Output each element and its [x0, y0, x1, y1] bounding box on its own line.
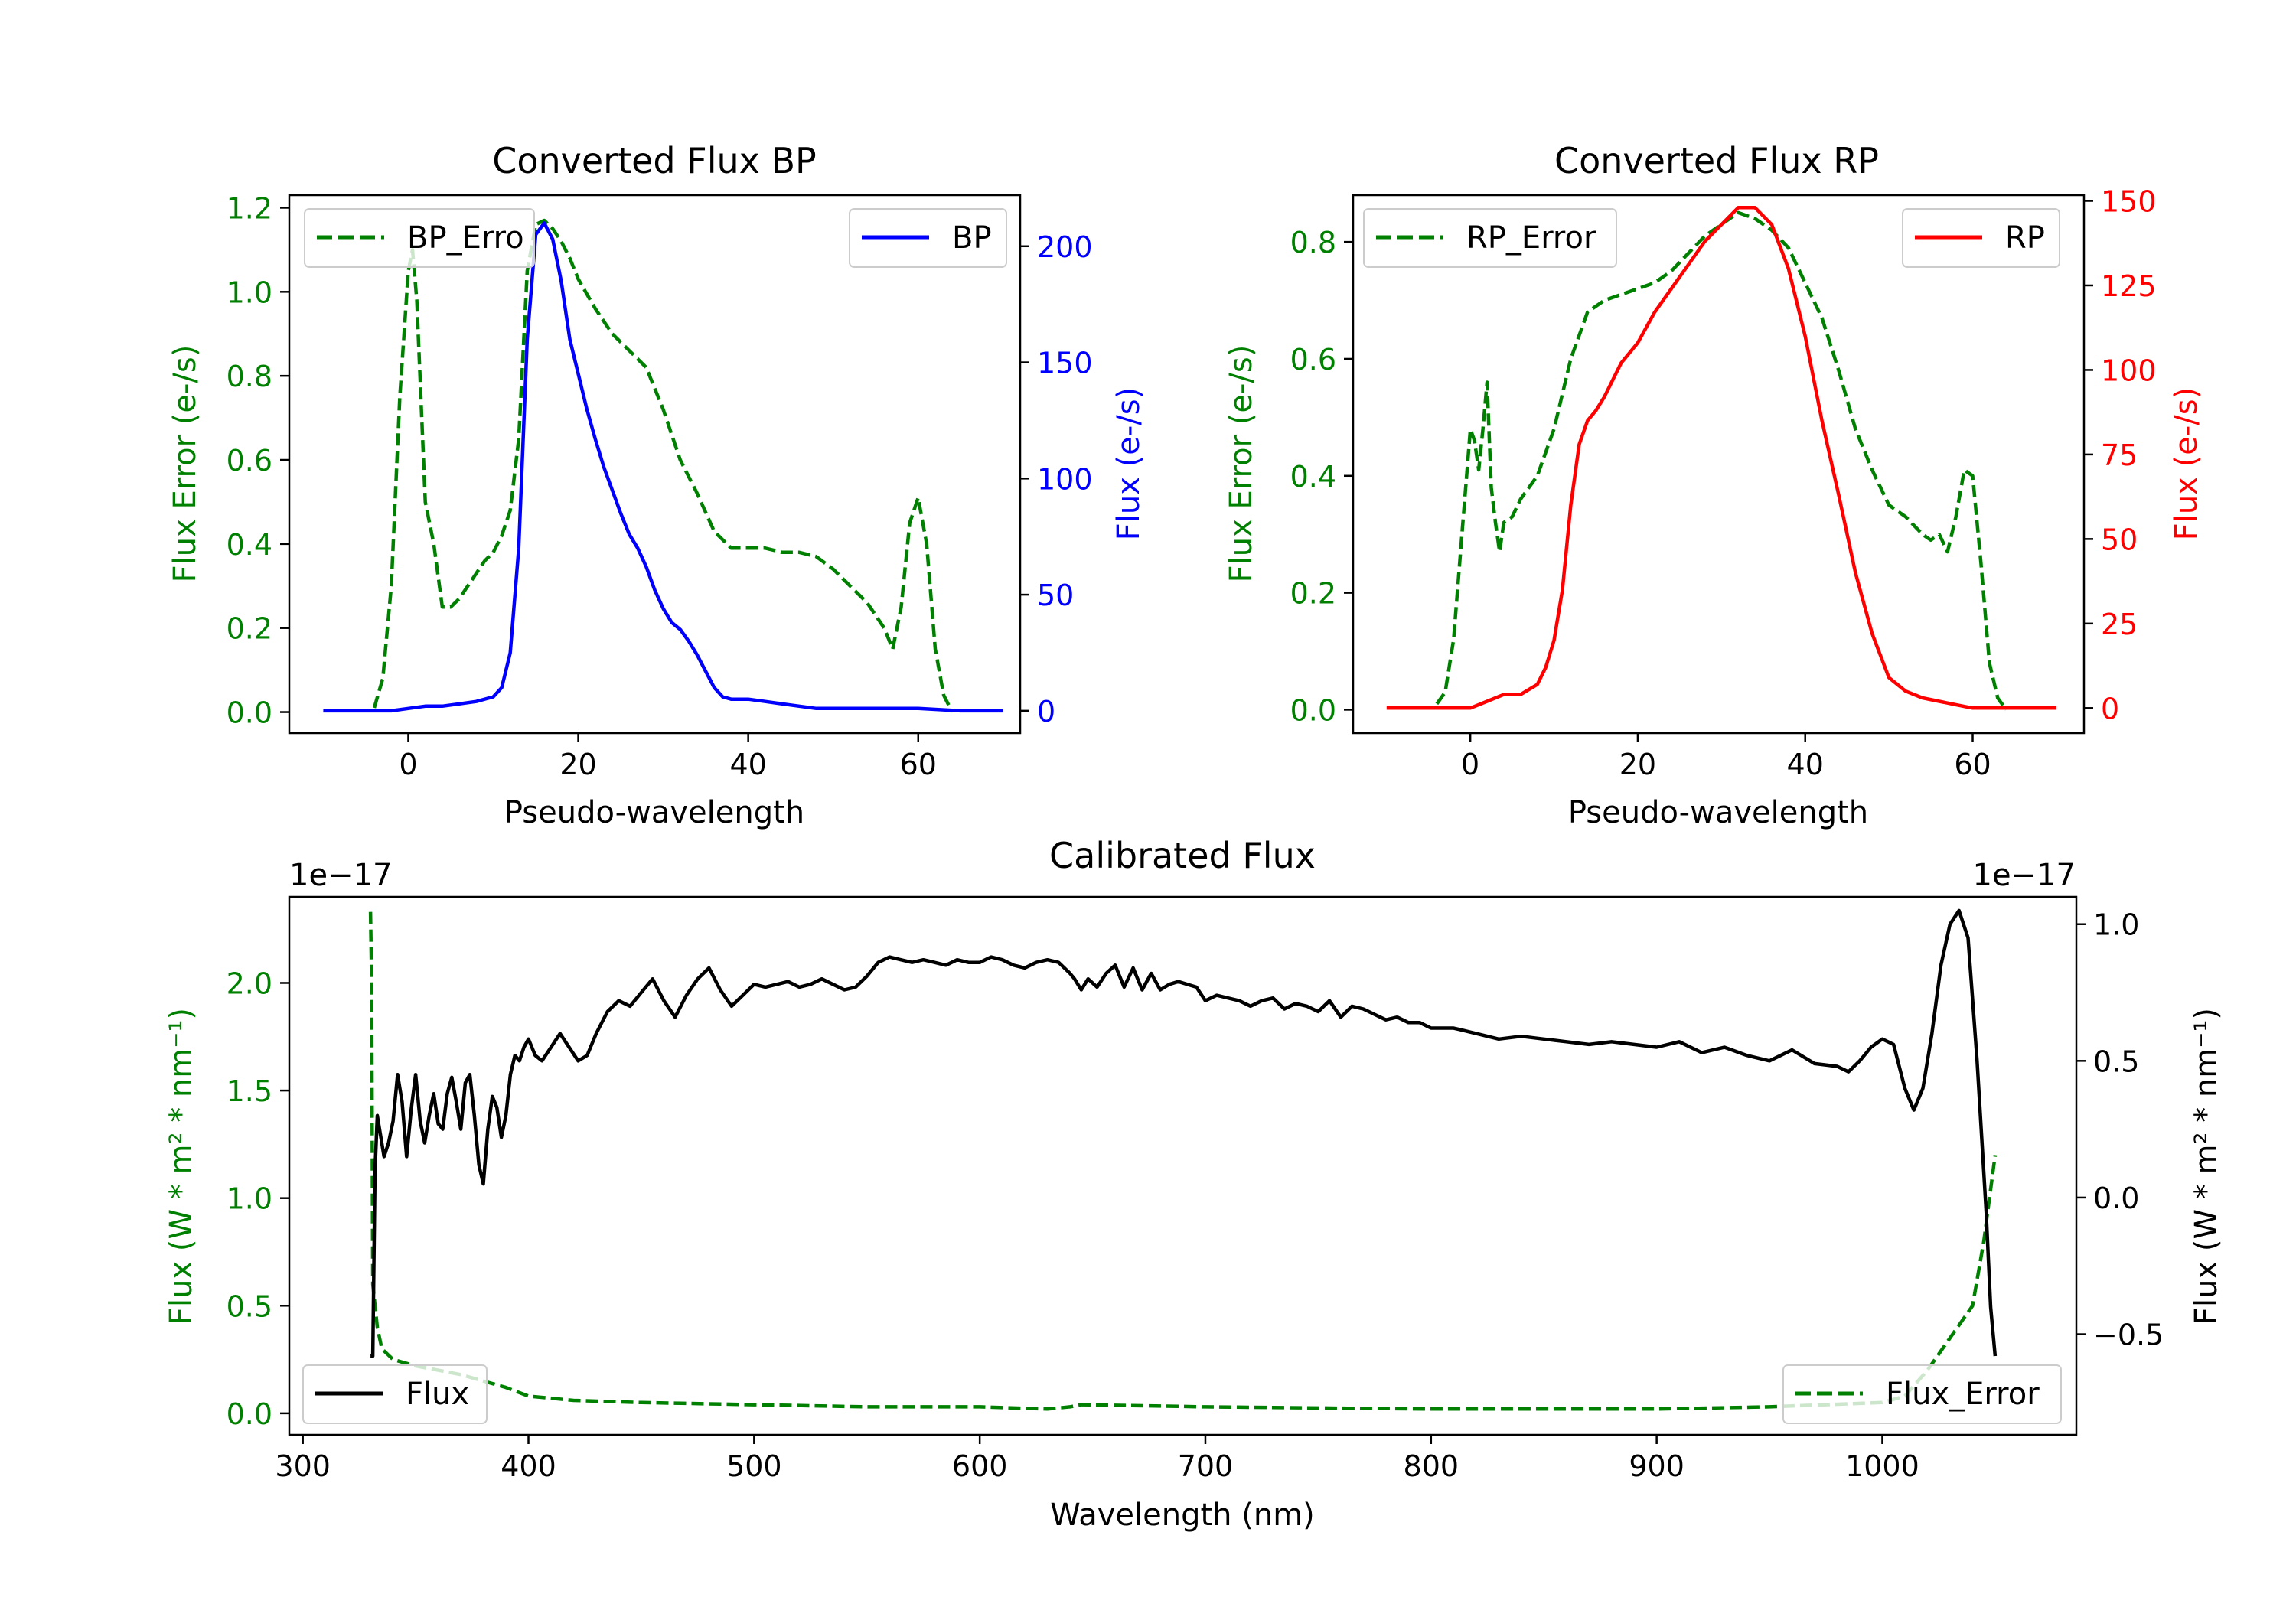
chart-bp-xtick-label: 20 [559, 748, 596, 781]
chart-cal-ytick-left-label: 0.0 [227, 1397, 272, 1431]
chart-bp-legend-error: BP_Erro [304, 208, 535, 268]
chart-bp-series-bp [323, 221, 1003, 713]
chart-bp-ylabel-left: Flux Error (e-/s) [168, 345, 203, 583]
chart-bp-ytick-left-label: 1.0 [227, 275, 272, 309]
chart-cal-ytick-left-label: 2.0 [227, 966, 272, 1000]
chart-rp: Converted Flux RP 0 20 40 60 0.0 0.2 0.4 0.6 0.8… [1224, 140, 2204, 830]
chart-bp: Converted Flux BP 0 20 40 60 0.0 0.2 0.4 0.6 0.8… [168, 140, 1146, 830]
chart-cal: Calibrated Flux 1e−17 1e−17 300 400 500 600… [164, 835, 2224, 1533]
chart-cal-ytick-right-label: 1.0 [2093, 908, 2139, 942]
chart-rp-xtick-label: 40 [1787, 748, 1824, 781]
chart-bp-legend-flux: BP [849, 208, 1007, 268]
chart-rp-frame [1352, 194, 2086, 735]
chart-cal-series-flux [370, 908, 1998, 1358]
chart-bp-legend-error-box [304, 208, 535, 268]
chart-cal-frame [288, 895, 2078, 1436]
chart-rp-xtick-label: 60 [1954, 748, 1991, 781]
chart-rp-ytick-left-label: 0.8 [1290, 226, 1336, 259]
chart-cal-legend-error-label: Flux_Error [1886, 1377, 2040, 1412]
chart-bp-ytick-left-label: 1.2 [227, 191, 272, 225]
chart-cal-xtick-label: 900 [1629, 1449, 1684, 1483]
chart-rp-legend-error-label: RP_Error [1466, 220, 1596, 256]
chart-bp-ytick-right-label: 150 [1037, 347, 1093, 380]
chart-rp-title: Converted Flux RP [1554, 140, 1879, 181]
chart-rp-ytick-right-label: 50 [2101, 523, 2138, 556]
chart-cal-title: Calibrated Flux [1049, 835, 1316, 876]
chart-bp-ytick-left-label: 0.6 [227, 444, 272, 478]
chart-bp-ytick-left-label: 0.0 [227, 696, 272, 730]
chart-rp-ytick-left-label: 0.2 [1290, 577, 1336, 611]
chart-cal-legend-flux: Flux [302, 1364, 488, 1424]
chart-rp-ytick-right-label: 25 [2101, 608, 2138, 641]
chart-cal-ytick-right-label: −0.5 [2093, 1319, 2164, 1352]
chart-rp-legend-flux-label: RP [2005, 220, 2045, 256]
chart-bp-frame [288, 194, 1022, 735]
chart-cal-ytick-right-label: 0.0 [2093, 1182, 2139, 1215]
chart-bp-xtick-label: 40 [729, 748, 766, 781]
chart-cal-ytick-left-label: 1.5 [227, 1074, 272, 1108]
chart-bp-ylabel-right: Flux (e-/s) [1111, 387, 1146, 540]
chart-cal-xtick-label: 500 [726, 1449, 782, 1483]
chart-cal-xtick-label: 600 [952, 1449, 1008, 1483]
chart-cal-legend-error: Flux_Error [1782, 1364, 2062, 1424]
chart-cal-offset-right: 1e−17 [1973, 858, 2076, 893]
chart-cal-xtick-label: 1000 [1845, 1449, 1919, 1483]
chart-rp-ytick-left-label: 0.6 [1290, 343, 1336, 376]
chart-rp-ytick-left-label: 0.4 [1290, 460, 1336, 494]
chart-rp-series-rp [1386, 206, 2056, 710]
chart-cal-offset-left: 1e−17 [289, 858, 392, 893]
chart-rp-ylabel-left: Flux Error (e-/s) [1224, 345, 1259, 583]
chart-bp-legend-error-label: BP_Erro [407, 220, 524, 256]
chart-bp-ytick-left-label: 0.2 [227, 612, 272, 646]
chart-bp-ytick-left-label: 0.4 [227, 528, 272, 562]
chart-rp-ytick-right-label: 125 [2101, 269, 2157, 303]
chart-rp-xlabel: Pseudo-wavelength [1568, 795, 1868, 830]
chart-cal-xtick-label: 800 [1404, 1449, 1459, 1483]
chart-rp-series-rp-error [1435, 210, 2008, 711]
chart-bp-xlabel: Pseudo-wavelength [504, 795, 804, 830]
chart-rp-xtick-label: 20 [1619, 748, 1656, 781]
chart-rp-ytick-right-label: 0 [2101, 692, 2119, 725]
chart-bp-ytick-left-label: 0.8 [227, 360, 272, 393]
chart-cal-ylabel-right: Flux (W * m² * nm⁻¹) [2189, 1008, 2224, 1325]
chart-rp-ytick-right-label: 100 [2101, 354, 2157, 387]
chart-rp-ytick-right-label: 75 [2101, 438, 2138, 472]
chart-cal-ylabel-left: Flux (W * m² * nm⁻¹) [164, 1008, 199, 1325]
chart-rp-ytick-right-label: 150 [2101, 185, 2157, 219]
chart-cal-xtick-label: 300 [275, 1449, 331, 1483]
chart-cal-legend-error-box [1782, 1364, 2062, 1424]
chart-cal-legend-flux-label: Flux [406, 1377, 469, 1412]
chart-bp-legend-flux-label: BP [952, 220, 992, 256]
chart-bp-xtick-label: 60 [900, 748, 937, 781]
chart-cal-xlabel: Wavelength (nm) [1050, 1498, 1315, 1533]
chart-rp-ylabel-right: Flux (e-/s) [2169, 387, 2204, 540]
chart-bp-ytick-right-label: 200 [1037, 230, 1093, 264]
chart-bp-series-bp-error [372, 218, 954, 713]
chart-rp-xtick-label: 0 [1461, 748, 1479, 781]
chart-rp-legend-flux: RP [1902, 208, 2060, 268]
chart-cal-xtick-label: 700 [1178, 1449, 1234, 1483]
chart-bp-xtick-label: 0 [399, 748, 417, 781]
chart-cal-ytick-left-label: 0.5 [227, 1289, 272, 1323]
chart-cal-ytick-right-label: 0.5 [2093, 1045, 2139, 1078]
chart-bp-ytick-right-label: 100 [1037, 462, 1093, 496]
chart-cal-legend-flux-box [302, 1364, 488, 1424]
chart-rp-ytick-left-label: 0.0 [1290, 693, 1336, 727]
chart-cal-ytick-left-label: 1.0 [227, 1182, 272, 1216]
chart-bp-ytick-right-label: 0 [1037, 695, 1055, 729]
chart-rp-legend-error: RP_Error [1363, 208, 1617, 268]
chart-bp-title: Converted Flux BP [492, 140, 817, 181]
chart-rp-legend-error-box [1363, 208, 1617, 268]
chart-cal-xtick-label: 400 [501, 1449, 556, 1483]
chart-bp-ytick-right-label: 50 [1037, 579, 1074, 612]
